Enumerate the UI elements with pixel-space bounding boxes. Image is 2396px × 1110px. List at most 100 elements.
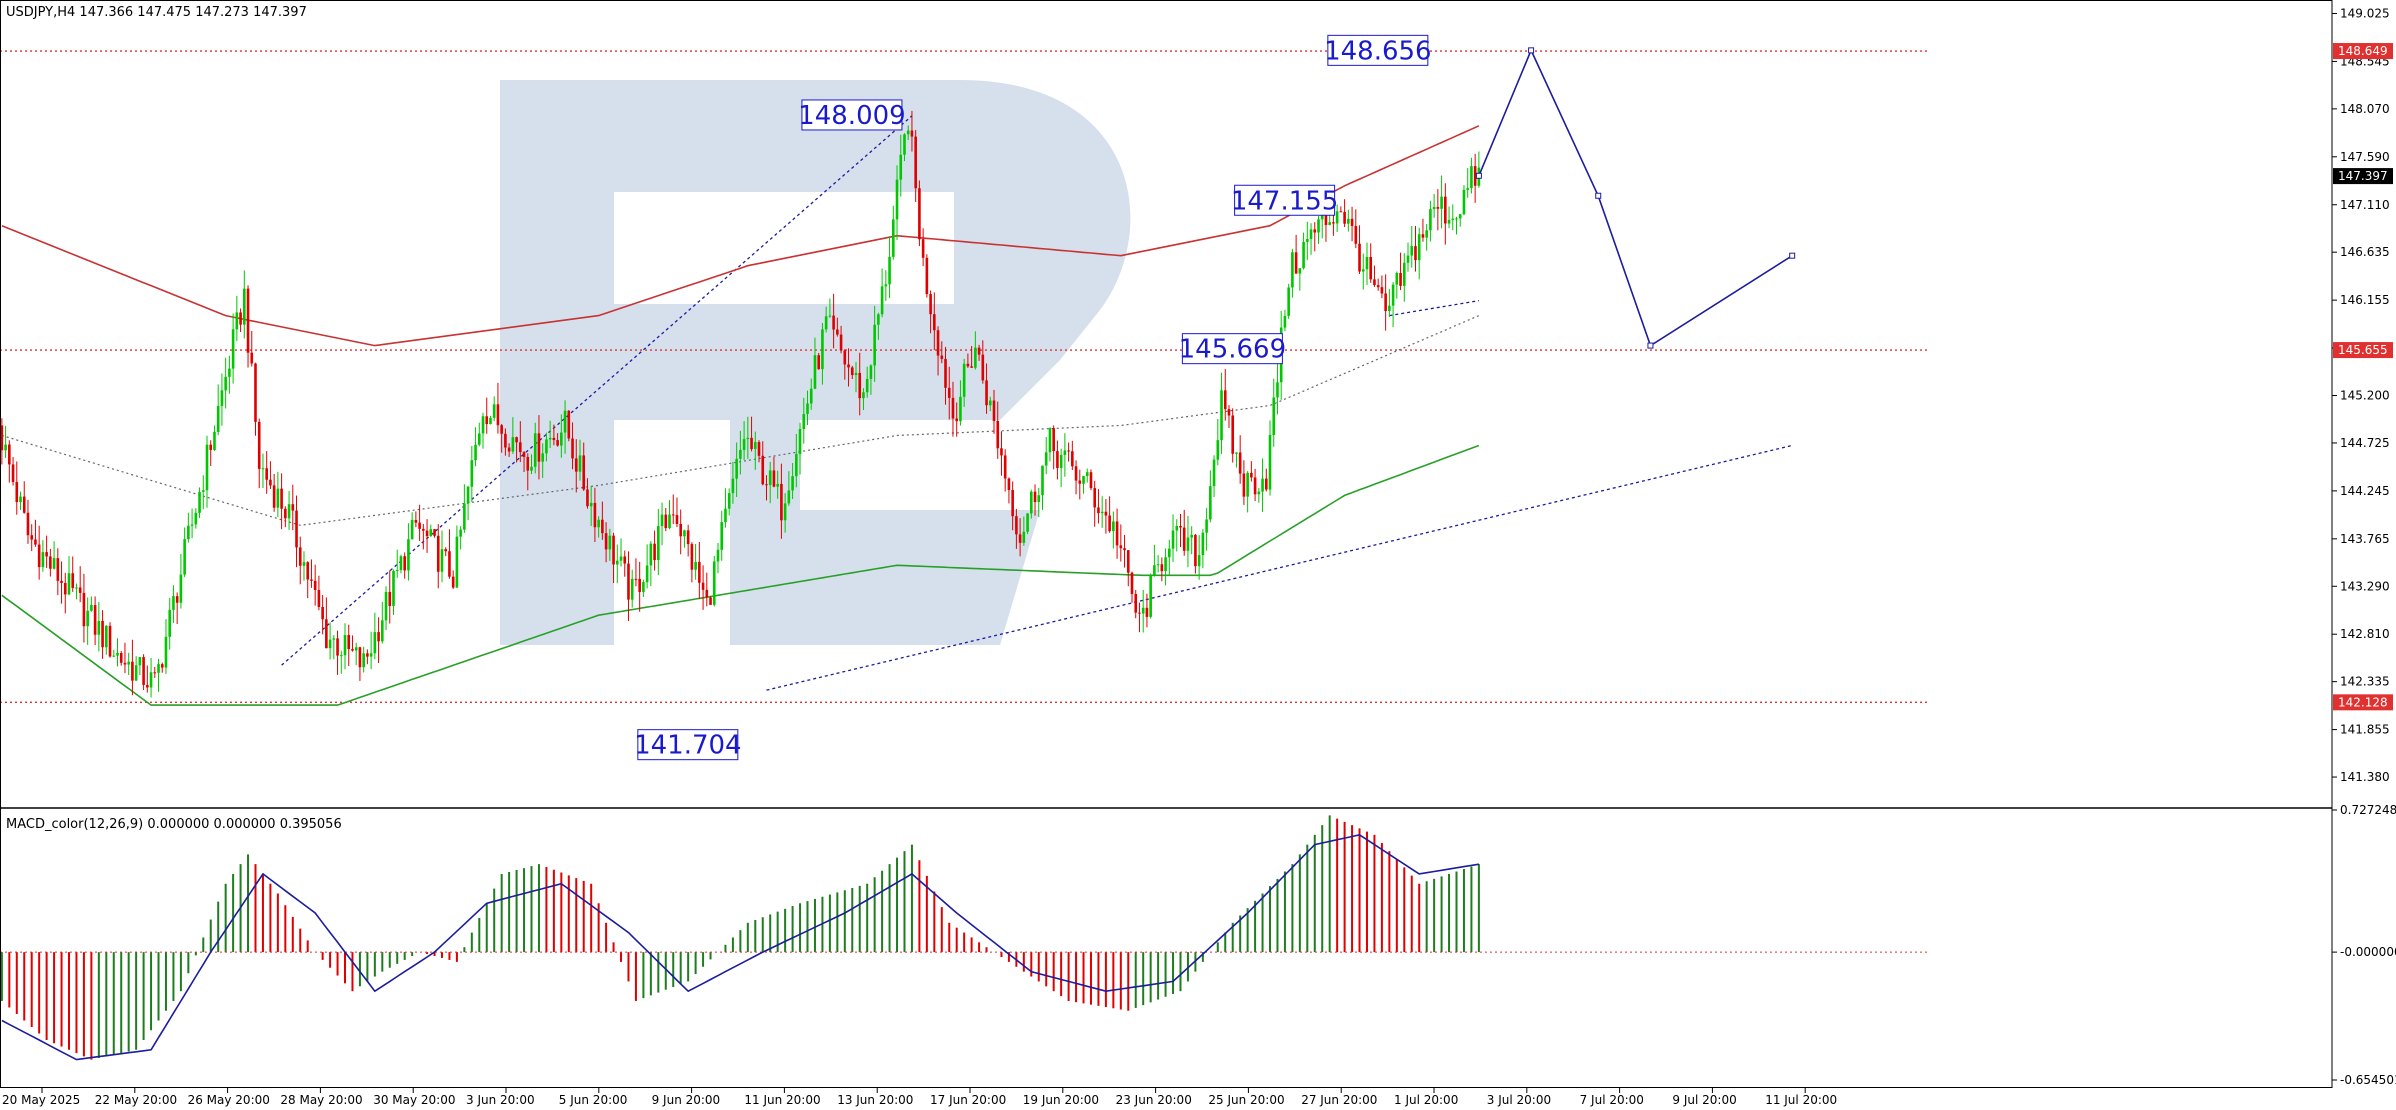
price-label: 147.155 xyxy=(1231,184,1338,216)
time-tick-label: 30 May 20:00 xyxy=(373,1093,455,1107)
candle-body xyxy=(1294,252,1298,274)
candle-body xyxy=(1003,455,1007,479)
candle-body xyxy=(242,288,246,325)
candle xyxy=(1358,225,1361,275)
candle xyxy=(630,569,634,608)
candle-body xyxy=(257,421,261,469)
candle-body xyxy=(138,657,142,666)
candle xyxy=(384,586,388,631)
candle-body xyxy=(1037,495,1041,503)
candle-body xyxy=(477,433,481,445)
candle-body xyxy=(951,397,955,419)
candle xyxy=(862,388,865,411)
candle-body xyxy=(1067,450,1070,452)
candle-body xyxy=(709,597,712,605)
candle-body xyxy=(313,580,317,590)
candle-body xyxy=(634,578,638,580)
candle xyxy=(235,295,239,342)
candle-body xyxy=(981,354,985,381)
candle-body xyxy=(891,219,895,257)
candle xyxy=(1335,204,1339,233)
candle xyxy=(944,346,947,405)
candle xyxy=(358,646,362,681)
candle-body xyxy=(712,561,716,605)
candle-body xyxy=(690,544,694,570)
candle xyxy=(52,541,56,570)
candle xyxy=(1406,242,1410,272)
candle-body xyxy=(504,433,507,448)
candle-body xyxy=(4,444,7,451)
candle xyxy=(642,579,645,597)
candle xyxy=(593,487,597,542)
candle xyxy=(1171,514,1175,562)
candle xyxy=(742,421,746,460)
candle xyxy=(933,292,936,351)
candle-body xyxy=(1011,490,1014,517)
candle xyxy=(787,471,791,506)
candle xyxy=(574,439,578,493)
candle xyxy=(302,551,306,581)
level-tag-box xyxy=(2333,342,2393,359)
candle xyxy=(1227,405,1231,429)
candle-body xyxy=(1291,252,1294,288)
candle xyxy=(970,346,973,368)
candle-body xyxy=(123,662,127,665)
price-tick-label: 144.245 xyxy=(2340,484,2390,498)
candle-body xyxy=(8,444,11,465)
candle-body xyxy=(571,438,574,459)
candle xyxy=(1097,489,1100,524)
candle-body xyxy=(317,589,321,607)
macd-tick-label: -0.654501 xyxy=(2340,1073,2396,1087)
time-tick-label: 17 Jun 20:00 xyxy=(930,1093,1006,1107)
candle xyxy=(496,382,500,434)
candle-body xyxy=(1212,459,1216,487)
candle xyxy=(1291,248,1294,298)
candle xyxy=(753,431,757,470)
candle-body xyxy=(1026,513,1029,532)
candle xyxy=(541,443,544,478)
candle-body xyxy=(1078,480,1082,484)
candle-body xyxy=(869,365,873,379)
candle xyxy=(813,337,817,390)
candle xyxy=(284,506,287,528)
level-tag-box xyxy=(2333,694,2393,711)
time-tick-label: 9 Jul 20:00 xyxy=(1672,1093,1736,1107)
candle-body xyxy=(940,355,944,359)
candle-body xyxy=(567,410,571,439)
candle xyxy=(977,344,981,361)
candle xyxy=(254,362,257,436)
candle xyxy=(608,528,612,561)
candle xyxy=(425,519,429,553)
candle xyxy=(101,610,104,659)
candle xyxy=(649,541,653,586)
watermark-stem xyxy=(730,304,955,420)
candle-body xyxy=(15,481,19,503)
candle xyxy=(1220,372,1223,454)
candle xyxy=(216,384,220,436)
candle xyxy=(246,285,250,368)
candle xyxy=(623,550,627,577)
candle xyxy=(149,657,153,698)
candle-body xyxy=(11,464,15,482)
price-tick-label: 147.590 xyxy=(2340,150,2390,164)
candle-body xyxy=(310,579,313,581)
candle xyxy=(22,481,26,514)
candle xyxy=(1309,223,1313,255)
candle-body xyxy=(556,440,559,446)
time-tick-label: 13 Jun 20:00 xyxy=(837,1093,913,1107)
chart-frame xyxy=(0,0,2333,1088)
candle-body xyxy=(75,587,78,589)
candle-body xyxy=(1324,214,1328,225)
candle-body xyxy=(1231,415,1235,454)
candle-body xyxy=(1425,230,1428,238)
candle-body xyxy=(175,596,179,603)
candle xyxy=(936,326,940,376)
candle xyxy=(1410,225,1414,268)
candle xyxy=(731,461,735,504)
candle xyxy=(720,510,724,561)
candle-body xyxy=(1470,166,1473,189)
candle xyxy=(8,440,11,483)
time-tick-label: 20 May 2025 xyxy=(2,1093,80,1107)
candle-body xyxy=(675,515,679,524)
